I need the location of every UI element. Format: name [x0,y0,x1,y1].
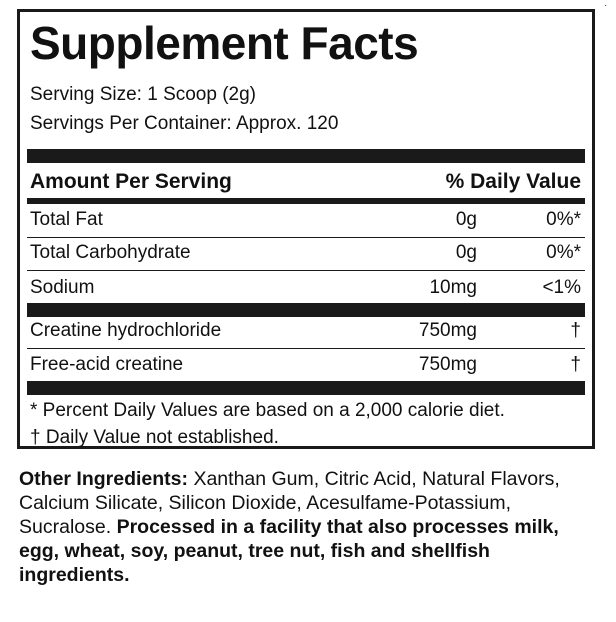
ingredient-daily-value: † [570,354,581,375]
corner-mark: · [604,0,608,11]
ingredient-amount: 750mg [418,320,477,341]
ingredient-name: Creatine hydrochloride [30,320,222,341]
nutrient-name: Total Fat [30,209,103,230]
divider-thick [27,149,585,163]
supplement-facts-panel: Supplement Facts Serving Size: 1 Scoop (… [17,9,595,449]
ingredient-name: Free-acid creatine [30,354,184,375]
panel-title: Supplement Facts [30,17,419,69]
daily-value-label: % Daily Value [445,170,581,193]
table-header: Amount Per Serving % Daily Value [30,170,581,194]
row-divider [27,237,585,238]
ingredient-daily-value: † [570,320,581,341]
servings-per-container: Servings Per Container: Approx. 120 [30,113,339,134]
nutrient-daily-value: 0%* [546,209,581,230]
footnote-not-established: † Daily Value not established. [30,427,279,448]
allergen-statement: Processed in a facility that also proces… [19,516,559,586]
nutrient-amount: 0g [455,242,477,263]
serving-size: Serving Size: 1 Scoop (2g) [30,84,257,105]
divider-medium [27,198,585,204]
other-ingredients-label: Other Ingredients: [19,468,189,490]
nutrient-name: Total Carbohydrate [30,242,191,263]
footnote-daily-values: * Percent Daily Values are based on a 2,… [30,400,505,421]
nutrient-daily-value: 0%* [546,242,581,263]
row-divider [27,270,585,271]
other-ingredients: Other Ingredients: Xanthan Gum, Citric A… [19,467,599,587]
nutrient-daily-value: <1% [542,277,581,298]
nutrient-name: Sodium [30,277,95,298]
other-ingredients-list: Xanthan Gum, Citric Acid, Natural Flavor… [19,468,560,538]
nutrient-amount: 0g [455,209,477,230]
divider-thick [27,381,585,395]
ingredient-amount: 750mg [418,354,477,375]
amount-per-serving-label: Amount Per Serving [30,170,232,193]
nutrient-amount: 10mg [429,277,477,298]
row-divider [27,348,585,349]
divider-thick [27,303,585,317]
